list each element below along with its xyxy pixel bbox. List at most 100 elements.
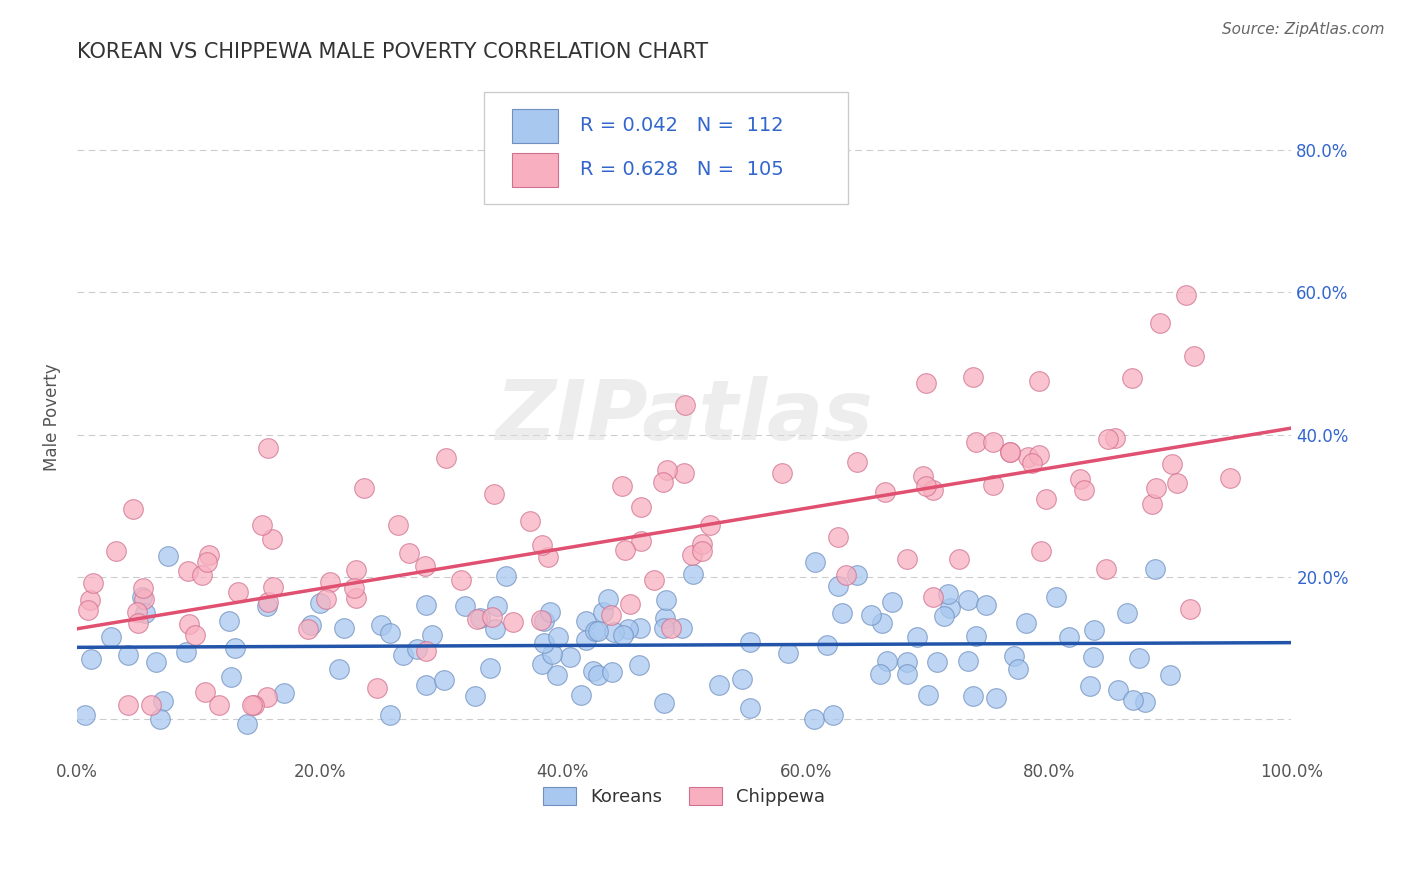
Point bbox=[612, 479, 634, 493]
Point bbox=[630, 534, 652, 549]
Point bbox=[132, 581, 155, 595]
Point bbox=[502, 615, 524, 629]
Point bbox=[1140, 497, 1163, 511]
Point bbox=[1149, 316, 1171, 330]
Point bbox=[134, 606, 156, 620]
Point bbox=[569, 688, 592, 702]
Point bbox=[1160, 457, 1182, 471]
Point bbox=[243, 698, 266, 712]
Point bbox=[413, 559, 436, 574]
Point bbox=[1029, 544, 1052, 558]
Point bbox=[981, 477, 1004, 491]
Point bbox=[965, 435, 987, 450]
Point bbox=[803, 712, 825, 726]
Point bbox=[582, 664, 605, 678]
FancyBboxPatch shape bbox=[512, 109, 558, 143]
Point bbox=[485, 599, 508, 613]
Point bbox=[132, 592, 155, 607]
Point bbox=[652, 621, 675, 635]
Point bbox=[297, 622, 319, 636]
Point bbox=[531, 657, 554, 671]
Point bbox=[1159, 668, 1181, 682]
Point bbox=[1083, 623, 1105, 637]
Point bbox=[179, 616, 201, 631]
Point bbox=[484, 622, 506, 636]
Point bbox=[218, 615, 240, 629]
Point bbox=[1219, 471, 1241, 485]
Point bbox=[370, 617, 392, 632]
Point bbox=[73, 707, 96, 722]
Point bbox=[208, 698, 231, 712]
Point bbox=[845, 455, 868, 469]
Point bbox=[219, 670, 242, 684]
Point bbox=[835, 567, 858, 582]
Point bbox=[353, 482, 375, 496]
Point bbox=[226, 585, 249, 599]
Point bbox=[1028, 374, 1050, 388]
Point bbox=[1007, 662, 1029, 676]
Point bbox=[366, 681, 388, 695]
Point bbox=[596, 592, 619, 607]
Point bbox=[1180, 601, 1202, 615]
Point bbox=[315, 591, 337, 606]
FancyBboxPatch shape bbox=[512, 153, 558, 186]
Point bbox=[628, 621, 651, 635]
Text: Source: ZipAtlas.com: Source: ZipAtlas.com bbox=[1222, 22, 1385, 37]
Point bbox=[905, 630, 928, 644]
Point bbox=[240, 698, 263, 712]
Point bbox=[1078, 679, 1101, 693]
Point bbox=[538, 605, 561, 619]
Point bbox=[121, 502, 143, 516]
Point bbox=[927, 656, 949, 670]
Point bbox=[602, 624, 624, 639]
Point bbox=[174, 645, 197, 659]
Point bbox=[127, 615, 149, 630]
Point bbox=[1115, 606, 1137, 620]
Point bbox=[256, 690, 278, 704]
Point bbox=[262, 533, 284, 547]
Point bbox=[619, 597, 641, 611]
Point bbox=[776, 647, 799, 661]
Point bbox=[464, 689, 486, 703]
Point bbox=[673, 398, 696, 412]
Point bbox=[194, 685, 217, 699]
Point bbox=[613, 542, 636, 557]
Point bbox=[654, 611, 676, 625]
Point bbox=[651, 475, 673, 489]
Point bbox=[574, 614, 596, 628]
Point bbox=[299, 617, 322, 632]
Legend: Koreans, Chippewa: Koreans, Chippewa bbox=[536, 780, 832, 814]
Point bbox=[478, 660, 501, 674]
Point bbox=[911, 469, 934, 483]
Point bbox=[519, 514, 541, 528]
Point bbox=[583, 624, 606, 639]
Point bbox=[876, 654, 898, 668]
Point bbox=[80, 651, 103, 665]
Point bbox=[1121, 370, 1143, 384]
Point bbox=[823, 707, 845, 722]
Point bbox=[343, 581, 366, 595]
Point bbox=[738, 701, 761, 715]
Point bbox=[845, 568, 868, 582]
Point bbox=[1166, 476, 1188, 491]
Point bbox=[831, 606, 853, 620]
Point bbox=[709, 678, 731, 692]
Point bbox=[100, 630, 122, 644]
Point bbox=[740, 634, 762, 648]
Point bbox=[1144, 561, 1167, 575]
Point bbox=[256, 441, 278, 455]
Text: KOREAN VS CHIPPEWA MALE POVERTY CORRELATION CHART: KOREAN VS CHIPPEWA MALE POVERTY CORRELAT… bbox=[77, 42, 709, 62]
Point bbox=[495, 569, 517, 583]
Point bbox=[406, 641, 429, 656]
Point bbox=[934, 609, 956, 624]
Point bbox=[586, 668, 609, 682]
Point bbox=[481, 609, 503, 624]
Point bbox=[914, 479, 936, 493]
Point bbox=[655, 593, 678, 607]
Point bbox=[671, 621, 693, 635]
Point bbox=[976, 598, 998, 612]
Point bbox=[1184, 349, 1206, 363]
Point bbox=[655, 462, 678, 476]
Point bbox=[1175, 288, 1198, 302]
Point bbox=[827, 579, 849, 593]
